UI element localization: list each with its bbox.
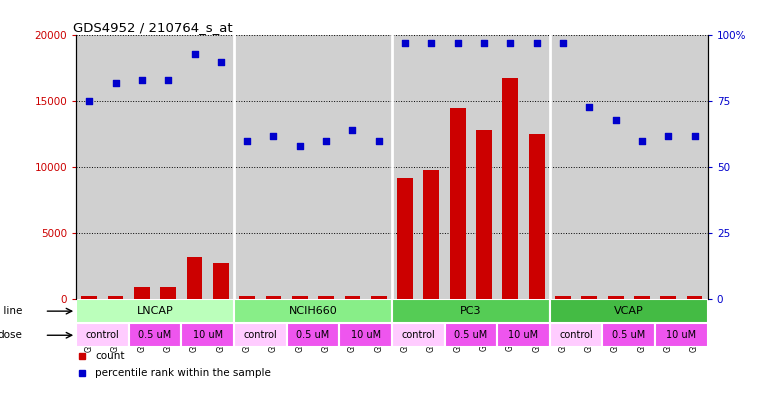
Point — [373, 138, 385, 144]
Bar — [339, 323, 392, 347]
Point — [189, 51, 201, 57]
Bar — [186, 257, 202, 299]
Bar — [634, 296, 650, 299]
Bar — [603, 323, 655, 347]
Bar — [76, 323, 129, 347]
Point — [110, 80, 122, 86]
Point — [162, 77, 174, 83]
Bar — [392, 323, 444, 347]
Bar — [292, 296, 307, 299]
Bar — [502, 77, 518, 299]
Point — [636, 138, 648, 144]
Point — [267, 132, 279, 139]
Text: control: control — [559, 330, 593, 340]
Text: GDS4952 / 210764_s_at: GDS4952 / 210764_s_at — [73, 21, 233, 34]
Bar — [81, 296, 97, 299]
Point — [689, 132, 701, 139]
Point — [610, 117, 622, 123]
Point — [399, 40, 411, 46]
Bar — [608, 296, 623, 299]
Text: 10 uM: 10 uM — [667, 330, 696, 340]
Bar — [549, 323, 603, 347]
Text: percentile rank within the sample: percentile rank within the sample — [95, 368, 271, 378]
Bar — [661, 296, 677, 299]
Bar — [345, 296, 361, 299]
Bar — [581, 296, 597, 299]
Text: 0.5 uM: 0.5 uM — [296, 330, 330, 340]
Point — [83, 98, 95, 105]
Bar — [423, 170, 439, 299]
Bar — [181, 323, 234, 347]
Bar — [392, 299, 549, 323]
Text: 0.5 uM: 0.5 uM — [454, 330, 488, 340]
Text: 10 uM: 10 uM — [193, 330, 223, 340]
Bar — [444, 323, 497, 347]
Text: cell line: cell line — [0, 306, 22, 316]
Bar — [655, 323, 708, 347]
Bar — [213, 263, 229, 299]
Point — [294, 143, 306, 149]
Text: control: control — [401, 330, 435, 340]
Text: 10 uM: 10 uM — [508, 330, 539, 340]
Point — [583, 103, 595, 110]
Text: control: control — [244, 330, 277, 340]
Bar — [529, 134, 545, 299]
Point — [241, 138, 253, 144]
Bar — [129, 323, 181, 347]
Text: NCIH660: NCIH660 — [288, 306, 337, 316]
Text: control: control — [85, 330, 119, 340]
Bar — [549, 299, 708, 323]
Text: dose: dose — [0, 330, 22, 340]
Bar — [266, 296, 282, 299]
Text: 0.5 uM: 0.5 uM — [139, 330, 172, 340]
Point — [557, 40, 569, 46]
Point — [451, 40, 463, 46]
Point — [135, 77, 148, 83]
Bar — [234, 299, 392, 323]
Point — [320, 138, 333, 144]
Bar — [287, 323, 339, 347]
Point — [425, 40, 438, 46]
Point — [346, 127, 358, 134]
Bar — [234, 323, 287, 347]
Bar — [450, 108, 466, 299]
Point — [662, 132, 674, 139]
Bar — [371, 296, 387, 299]
Point — [505, 40, 517, 46]
Text: count: count — [95, 351, 125, 361]
Point — [215, 59, 227, 65]
Bar — [476, 130, 492, 299]
Bar — [108, 296, 123, 299]
Bar — [497, 323, 549, 347]
Text: VCAP: VCAP — [614, 306, 644, 316]
Bar — [318, 296, 334, 299]
Text: LNCAP: LNCAP — [137, 306, 174, 316]
Bar — [397, 178, 413, 299]
Text: PC3: PC3 — [460, 306, 482, 316]
Bar — [161, 287, 176, 299]
Text: 0.5 uM: 0.5 uM — [612, 330, 645, 340]
Bar — [239, 296, 255, 299]
Bar — [134, 287, 150, 299]
Bar — [76, 299, 234, 323]
Bar — [555, 296, 571, 299]
Text: 10 uM: 10 uM — [351, 330, 380, 340]
Point — [478, 40, 490, 46]
Bar — [686, 296, 702, 299]
Point — [530, 40, 543, 46]
